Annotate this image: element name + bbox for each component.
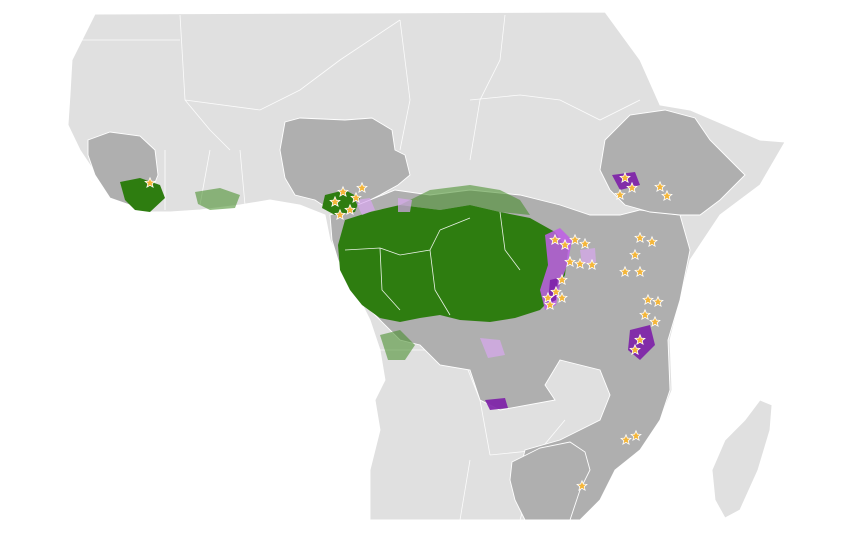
star-icon <box>614 188 626 201</box>
star-icon <box>564 255 576 268</box>
star-icon <box>629 248 641 261</box>
star-icon <box>556 291 568 304</box>
star-icon <box>634 333 646 346</box>
star-icon <box>356 181 368 194</box>
west-africa-forest <box>120 178 165 212</box>
star-icon <box>559 238 571 251</box>
star-icon <box>630 429 642 442</box>
star-icon <box>619 265 631 278</box>
star-icon <box>144 176 156 189</box>
star-icon <box>344 203 356 216</box>
star-icon <box>550 285 562 298</box>
gabon-range-patches <box>398 198 412 212</box>
ethiopia-study-country <box>599 109 746 216</box>
star-icon <box>661 189 673 202</box>
star-icon <box>329 195 341 208</box>
star-icon <box>620 433 632 446</box>
star-icon <box>649 315 661 328</box>
star-icon <box>569 233 581 246</box>
cameroon-range <box>355 198 375 215</box>
star-icon <box>626 181 638 194</box>
star-icon <box>619 171 631 184</box>
ghana-forest-patches <box>195 188 240 210</box>
star-icon <box>334 208 346 221</box>
madagascar-land <box>711 399 773 519</box>
star-icon <box>652 295 664 308</box>
star-icon <box>337 185 349 198</box>
star-icon <box>556 273 568 286</box>
congo-basin-forest <box>338 205 568 322</box>
star-icon <box>579 237 591 250</box>
star-icon <box>639 308 651 321</box>
star-icon <box>642 293 654 306</box>
star-icon <box>646 235 658 248</box>
star-icon <box>629 343 641 356</box>
nigeria-cameroon-study-country <box>279 117 411 216</box>
southern-congo-range <box>480 338 505 358</box>
forest-country-borders <box>344 211 521 316</box>
star-icon <box>634 231 646 244</box>
star-icon <box>574 257 586 270</box>
forest-fringe <box>400 185 530 215</box>
star-icon <box>576 479 588 492</box>
albertine-rift-range <box>540 228 572 310</box>
angola-forest-patches <box>380 330 415 360</box>
star-icon <box>634 265 646 278</box>
forest-cover <box>120 178 568 360</box>
star-icon <box>654 180 666 193</box>
katanga-range <box>485 398 508 410</box>
uganda-range <box>580 248 596 264</box>
site-markers <box>144 171 673 492</box>
star-icon <box>586 258 598 271</box>
star-icon <box>350 191 362 204</box>
star-icon <box>549 233 561 246</box>
star-icon <box>544 298 556 311</box>
zimbabwe-mozambique-study-country <box>509 441 591 521</box>
